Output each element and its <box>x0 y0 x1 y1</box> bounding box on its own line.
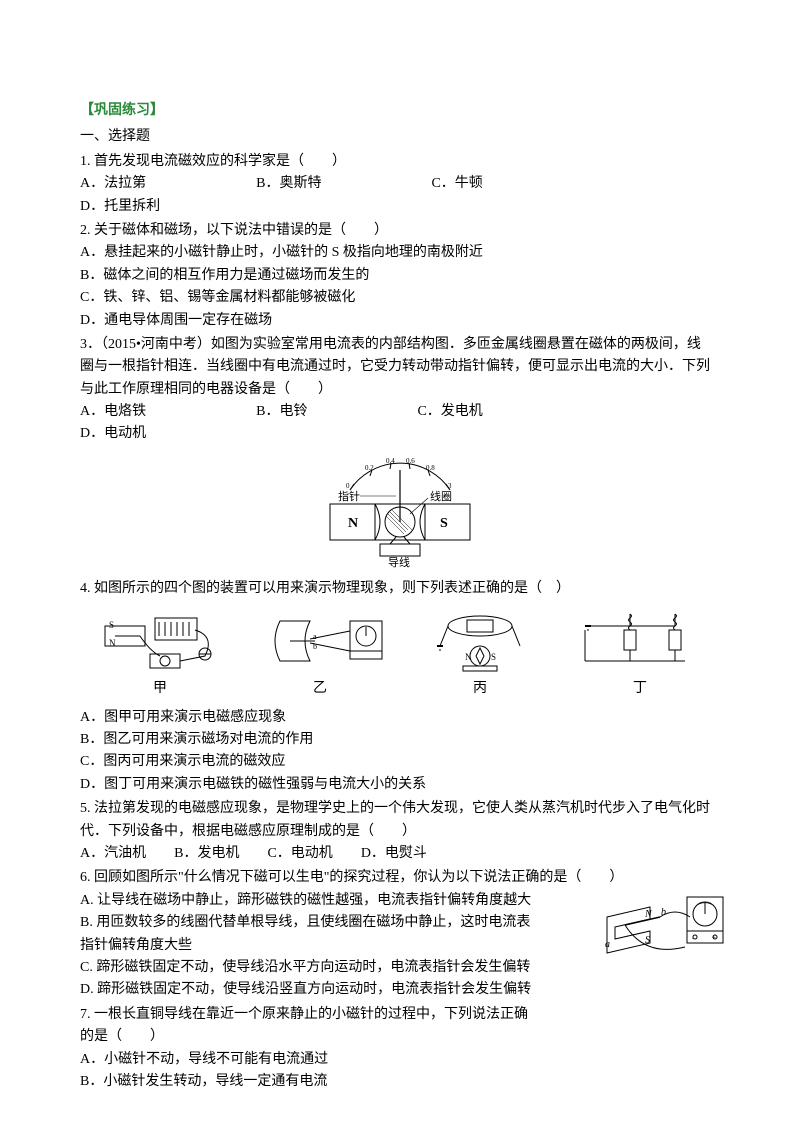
q6-opt-b-l2: 指针偏转角度大些 <box>80 935 580 957</box>
q1-opt-b: B．奥斯特 <box>256 173 321 195</box>
q4-label-d: 丁 <box>580 678 700 700</box>
section-heading: 一、选择题 <box>80 126 720 148</box>
q6-opt-b-l1: B. 用匝数较多的线圈代替单根导线，且使线圈在磁场中静止，这时电流表 <box>80 912 580 934</box>
q3-stem-l2: 圈与一根指针相连．当线圈中有电流通过时，它受力转动带动指针偏转，便可显示出电流的… <box>80 356 720 378</box>
page-title: 【巩固练习】 <box>80 100 720 122</box>
q4-fig-a: S N <box>95 606 235 676</box>
svg-text:S: S <box>109 620 114 630</box>
svg-text:+: + <box>712 934 716 942</box>
svg-text:指针: 指针 <box>338 489 360 503</box>
q3-opt-b: B．电铃 <box>256 401 307 423</box>
q5-opt-a: A．汽油机 <box>80 843 146 865</box>
q4-opt-c: C．图丙可用来演示电流的磁效应 <box>80 751 720 773</box>
svg-text:0.4: 0.4 <box>386 457 395 465</box>
q4-fig-c: N S <box>425 606 545 676</box>
q7-stem-l2: 的是（ ） <box>80 1026 720 1048</box>
q4-figure-labels: 甲 乙 丙 丁 <box>80 678 720 700</box>
svg-text:导线: 导线 <box>388 555 410 569</box>
q4-fig-b: a b <box>265 606 395 676</box>
q1-opt-a: A．法拉第 <box>80 173 146 195</box>
svg-text:3: 3 <box>448 482 452 490</box>
svg-text:N: N <box>348 516 358 531</box>
q2-stem: 2. 关于磁体和磁场，以下说法中错误的是（ ） <box>80 220 720 242</box>
q6-opt-a: A. 让导线在磁场中静止，蹄形磁铁的磁性越强，电流表指针偏转角度越大 <box>80 890 580 912</box>
svg-text:a: a <box>605 939 610 950</box>
q4-figures: S N a b N S <box>80 606 720 676</box>
svg-text:0.2: 0.2 <box>365 464 374 472</box>
svg-text:N: N <box>465 652 472 662</box>
svg-text:N: N <box>109 638 116 648</box>
q3-stem-l1: 3．（2015•河南中考）如图为实验室常用电流表的内部结构图．多匝金属线圈悬置在… <box>80 334 720 356</box>
q4-opt-d: D．图丁可用来演示电磁铁的磁性强弱与电流大小的关系 <box>80 774 720 796</box>
q7-stem-l1: 7. 一根长直铜导线在靠近一个原来静止的小磁针的过程中，下列说法正确 <box>80 1004 720 1026</box>
q4-stem: 4. 如图所示的四个图的装置可以用来演示物理现象，则下列表述正确的是（ ） <box>80 578 720 600</box>
q7-opt-b: B．小磁针发生转动，导线一定通有电流 <box>80 1071 720 1093</box>
svg-text:S: S <box>440 516 448 531</box>
q2-opt-c: C．铁、锌、铝、锡等金属材料都能够被磁化 <box>80 287 720 309</box>
q4-label-c: 丙 <box>420 678 540 700</box>
q1-opt-d: D．托里拆利 <box>80 196 160 218</box>
q2-opt-b: B．磁体之间的相互作用力是通过磁场而发生的 <box>80 265 720 287</box>
q1-opt-c: C．牛顿 <box>431 173 482 195</box>
q5-opt-b: B．发电机 <box>174 843 239 865</box>
q3-opt-a: A．电烙铁 <box>80 401 146 423</box>
svg-text:线圈: 线圈 <box>430 489 452 503</box>
q6-opt-d: D. 蹄形磁铁固定不动，使导线沿竖直方向运动时，电流表指针会发生偏转 <box>80 979 580 1001</box>
q5-stem-l1: 5. 法拉第发现的电磁感应现象，是物理学史上的一个伟大发现，它使人类从蒸汽机时代… <box>80 798 720 820</box>
q5-stem-l2: 代．下列设备中，根据电磁感应原理制成的是（ ） <box>80 821 720 843</box>
svg-text:0: 0 <box>346 482 350 490</box>
q2-opt-d: D．通电导体周围一定存在磁场 <box>80 310 720 332</box>
q4-fig-d <box>575 606 705 676</box>
q3-opt-d: D．电动机 <box>80 423 146 445</box>
q3-stem-l3: 与此工作原理相同的电器设备是（ ） <box>80 379 720 401</box>
q4-label-b: 乙 <box>260 678 380 700</box>
q3-options: A．电烙铁 B．电铃 C．发电机 D．电动机 <box>80 401 720 446</box>
q1-options: A．法拉第 B．奥斯特 C．牛顿 D．托里拆利 <box>80 173 720 218</box>
q3-opt-c: C．发电机 <box>417 401 482 423</box>
q4-opt-b: B．图乙可用来演示磁场对电流的作用 <box>80 729 720 751</box>
q3-figure: 0 0.2 0.4 0.6 0.8 3 N S 指针 线圈 导线 <box>80 452 720 572</box>
q6-opt-c: C. 蹄形磁铁固定不动，使导线沿水平方向运动时，电流表指针会发生偏转 <box>80 957 580 979</box>
q7-opt-a: A．小磁针不动，导线不可能有电流通过 <box>80 1049 720 1071</box>
svg-text:0.8: 0.8 <box>426 464 435 472</box>
q5-opt-d: D．电熨斗 <box>361 843 427 865</box>
q5-options: A．汽油机 B．发电机 C．电动机 D．电熨斗 <box>80 843 720 865</box>
q1-stem: 1. 首先发现电流磁效应的科学家是（ ） <box>80 151 720 173</box>
svg-text:0.6: 0.6 <box>406 457 415 465</box>
q5-opt-c: C．电动机 <box>267 843 332 865</box>
q4-opt-a: A．图甲可用来演示电磁感应现象 <box>80 707 720 729</box>
q4-label-a: 甲 <box>100 678 220 700</box>
q6-figure: N S a b - + <box>595 887 730 972</box>
svg-text:S: S <box>491 652 496 662</box>
svg-text:a: a <box>313 632 317 641</box>
q2-opt-a: A．悬挂起来的小磁针静止时，小磁针的 S 极指向地理的南极附近 <box>80 242 720 264</box>
